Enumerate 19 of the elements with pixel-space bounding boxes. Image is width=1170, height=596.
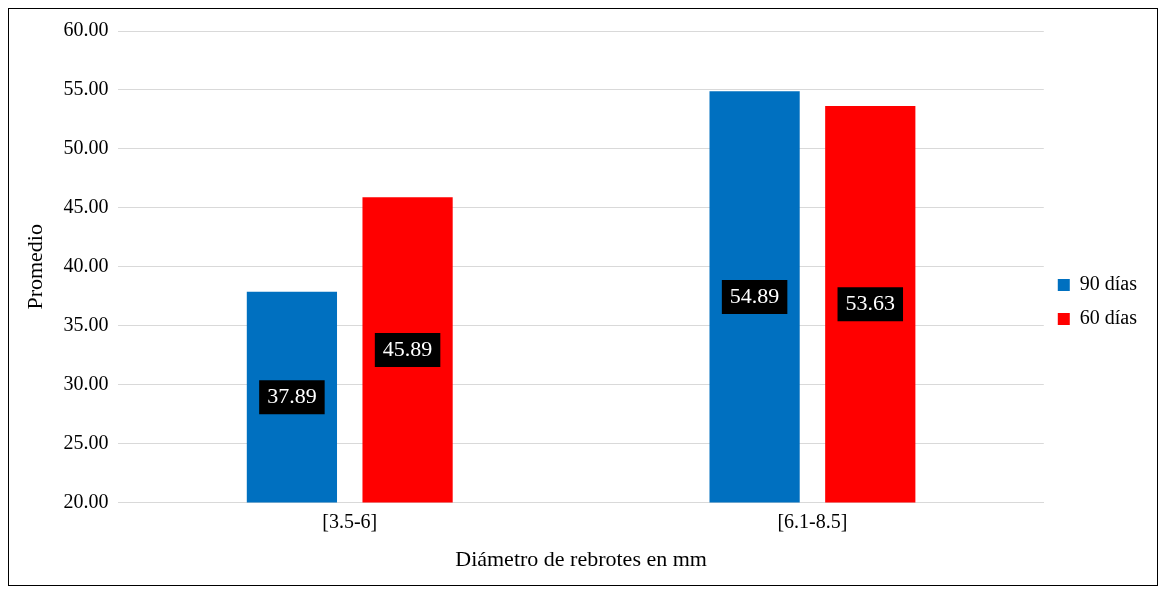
y-tick-label: 25.00: [63, 430, 109, 453]
y-tick-label: 40.00: [63, 254, 109, 277]
y-tick-label: 55.00: [63, 77, 109, 100]
x-tick-label: [3.5-6]: [322, 509, 378, 532]
data-label: 37.89: [267, 382, 317, 408]
x-tick-label: [6.1-8.5]: [777, 509, 848, 532]
y-tick-label: 45.00: [63, 195, 109, 218]
legend-label: 60 días: [1079, 306, 1138, 329]
data-label: 53.63: [845, 290, 896, 316]
data-label: 45.89: [382, 335, 433, 361]
y-tick-label: 60.00: [63, 18, 109, 41]
x-axis-title: Diámetro de rebrotes en mm: [455, 545, 707, 571]
y-tick-label: 20.00: [63, 489, 109, 512]
legend-label: 90 días: [1079, 272, 1138, 295]
data-label: 54.89: [729, 282, 780, 308]
y-axis-title: Promedio: [21, 224, 47, 310]
y-tick-label: 50.00: [63, 136, 109, 159]
y-tick-label: 35.00: [63, 313, 109, 335]
y-tick-label: 30.00: [63, 371, 109, 394]
